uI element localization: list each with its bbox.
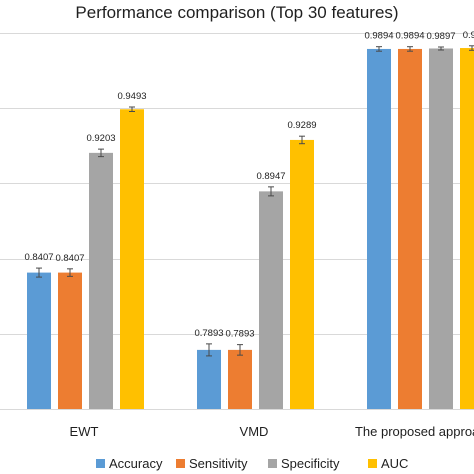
data-label: 0.9897 — [426, 31, 455, 42]
data-label: 0.9289 — [287, 120, 316, 131]
category-labels: EWT VMD The proposed approach — [70, 424, 474, 439]
bar-specificity-1 — [259, 191, 283, 409]
legend-swatch — [268, 459, 277, 468]
category-label: The proposed approach — [355, 424, 474, 439]
category-label: VMD — [240, 424, 269, 439]
data-label: 0.8407 — [55, 253, 84, 264]
bar-specificity-2 — [429, 48, 453, 409]
data-label: 0.8407 — [24, 252, 53, 263]
bar-auc-2 — [460, 48, 474, 409]
bars — [27, 45, 474, 410]
bar-sensitivity-0 — [58, 272, 82, 409]
data-label: 0.7893 — [225, 329, 254, 340]
chart-title: Performance comparison (Top 30 features) — [75, 3, 398, 22]
legend-label: Accuracy — [109, 456, 163, 471]
legend: Accuracy Sensitivity Specificity AUC — [96, 456, 408, 471]
legend-item-sensitivity: Sensitivity — [176, 456, 248, 471]
bar-auc-1 — [290, 139, 314, 410]
bar-specificity-0 — [89, 152, 113, 409]
data-label: 0.9493 — [117, 91, 146, 102]
legend-swatch — [96, 459, 105, 468]
bar-accuracy-0 — [27, 272, 51, 409]
legend-item-auc: AUC — [368, 456, 408, 471]
data-label: 0.7893 — [194, 328, 223, 339]
legend-label: Sensitivity — [189, 456, 248, 471]
legend-swatch — [176, 459, 185, 468]
data-label: 0.99 — [463, 30, 474, 41]
data-label: 0.9894 — [364, 31, 393, 42]
data-label: 0.9203 — [86, 133, 115, 144]
bar-auc-0 — [120, 109, 144, 409]
legend-item-accuracy: Accuracy — [96, 456, 163, 471]
bar-accuracy-2 — [367, 48, 391, 409]
data-labels: 0.8407 0.8407 0.9203 0.9493 0.7893 0.7893 0.89… — [24, 30, 474, 340]
data-label: 0.8947 — [256, 171, 285, 182]
legend-swatch — [368, 459, 377, 468]
legend-label: Specificity — [281, 456, 340, 471]
bar-sensitivity-1 — [228, 349, 252, 409]
data-label: 0.9894 — [395, 31, 424, 42]
legend-item-specificity: Specificity — [268, 456, 340, 471]
bar-sensitivity-2 — [398, 48, 422, 409]
legend-label: AUC — [381, 456, 408, 471]
category-label: EWT — [70, 424, 99, 439]
bar-accuracy-1 — [197, 349, 221, 409]
